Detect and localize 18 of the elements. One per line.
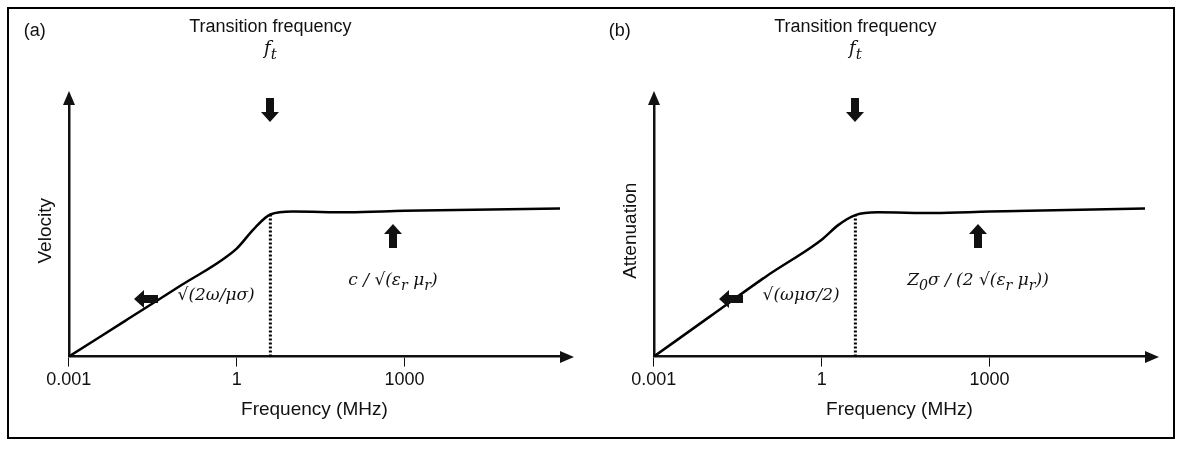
x-tick-label: 1 [816, 369, 827, 390]
chart-title: (a) [23, 20, 46, 41]
annotation: c / √(ε$_{r}$ μ$_{r}$) [348, 269, 438, 293]
x-axis-title: Frequency (MHz) [826, 397, 973, 419]
annotation: Z$_{0}$σ / (2 √(ε$_{r}$ μ$_{r}$)) [907, 269, 1049, 293]
y-axis-title: Velocity [33, 197, 55, 264]
y-axis-title: Attenuation [618, 182, 640, 279]
x-tick-label: 0.001 [46, 369, 92, 390]
annotation: √(ωμσ/2) [762, 283, 840, 304]
x-tick-label: 1000 [384, 369, 425, 390]
ref-line-label: Transition frequency f$_{t}$ [774, 15, 937, 65]
x-axis-title: Frequency (MHz) [241, 397, 388, 419]
ref-line-label: Transition frequency f$_{t}$ [189, 15, 352, 65]
x-tick-label: 0.001 [631, 369, 677, 390]
annotation: √(2ω/μσ) [177, 283, 255, 304]
x-tick-label: 1000 [969, 369, 1010, 390]
chart-title: (b) [608, 20, 631, 41]
x-tick-label: 1 [231, 369, 242, 390]
